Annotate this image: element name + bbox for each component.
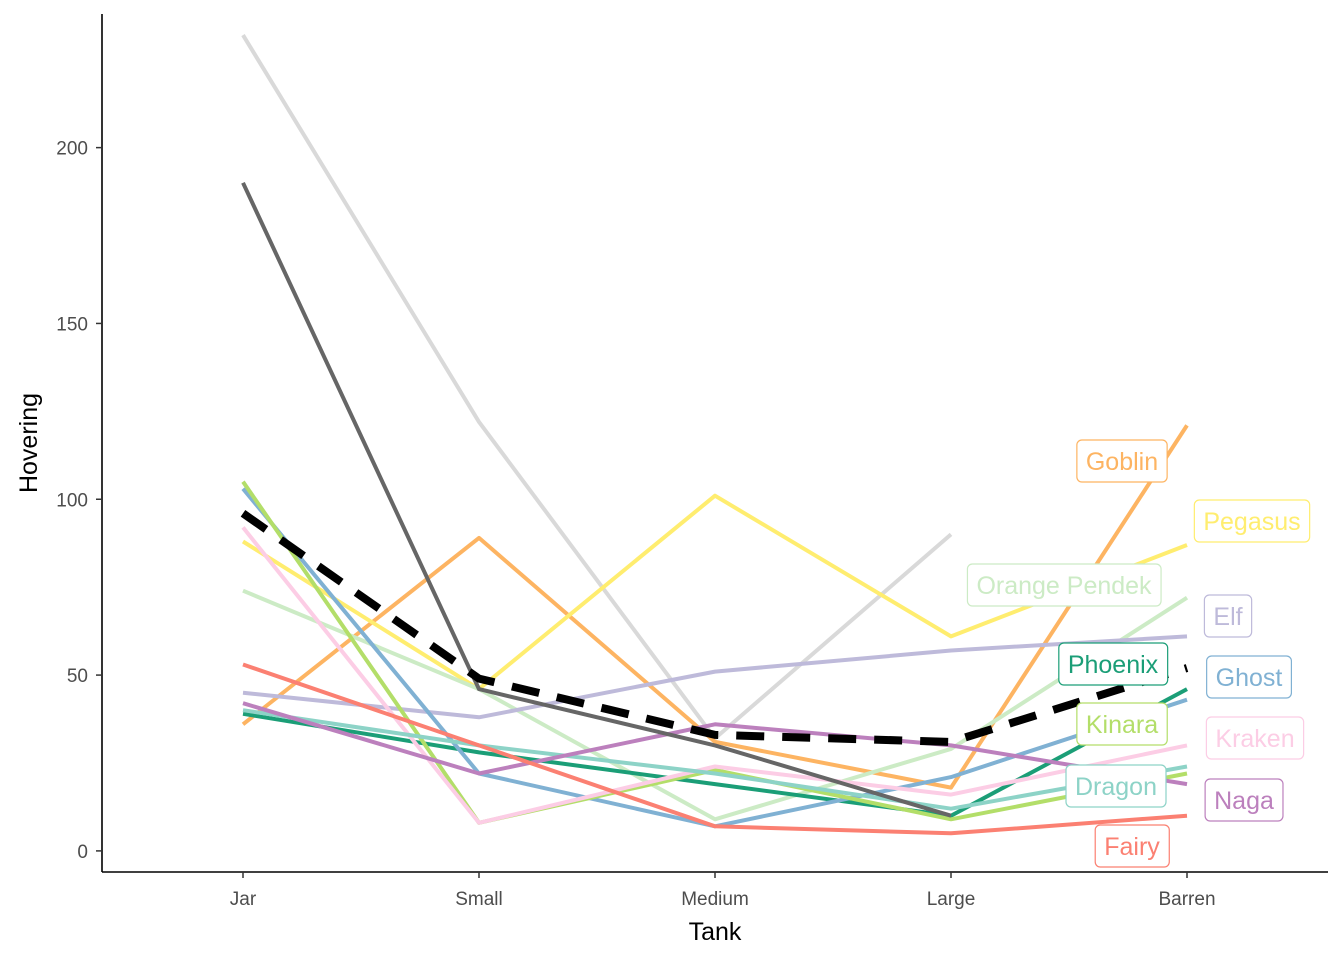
series-label-box: [1203, 594, 1253, 638]
series-label-text: Phoenix: [1068, 651, 1159, 679]
x-tick-label: Jar: [230, 889, 257, 910]
series-line-goblin: [241, 424, 1189, 790]
y-tick-label: 100: [56, 490, 88, 511]
x-tick-label: Medium: [681, 889, 749, 910]
series-label-orange-pendek: Orange Pendek: [966, 563, 1162, 607]
ticks: 0 50 100 150 200 Jar Small Medium Large Barren: [56, 139, 1215, 910]
series-label-box: [1076, 702, 1168, 746]
x-tick-label: Barren: [1158, 889, 1215, 910]
series-label-dragon: Dragon: [1065, 764, 1167, 808]
series-label-box: [1205, 716, 1305, 760]
series-line-dragon: [242, 708, 1188, 811]
series-line-naga: [242, 701, 1188, 787]
series-line-kraken: [241, 526, 1188, 825]
series-label-fairy: Fairy: [1094, 824, 1170, 868]
series-label-naga: Naga: [1204, 778, 1284, 822]
y-tick-label: 150: [56, 314, 88, 335]
series-label-box: [1206, 655, 1293, 699]
series-label-box: [1094, 824, 1170, 868]
x-tick-label: Small: [455, 889, 503, 910]
series-label-text: Ghost: [1216, 664, 1283, 692]
series-label-pegasus: Pegasus: [1193, 499, 1311, 543]
series-label-text: Naga: [1214, 787, 1274, 815]
series-label-elf: Elf: [1203, 594, 1253, 638]
series-line-unlabeled-0: [241, 34, 953, 741]
series-labels: Goblin Pegasus Orange Pendek Elf Phoenix Ghos…: [966, 439, 1311, 868]
series-label-box: [1058, 642, 1169, 686]
series-line-unlabeled-12: [241, 181, 952, 818]
series-label-box: [1076, 439, 1168, 483]
series-label-text: Pegasus: [1203, 508, 1300, 536]
x-tick-label: Large: [927, 889, 976, 910]
y-tick-label: 0: [77, 842, 88, 863]
series-label-phoenix: Phoenix: [1058, 642, 1169, 686]
series-label-box: [966, 563, 1162, 607]
series-label-text: Kinara: [1086, 711, 1158, 739]
series-line-kinara: [241, 480, 1188, 825]
series-label-kraken: Kraken: [1205, 716, 1305, 760]
y-tick-label: 50: [67, 666, 88, 687]
series-label-text: Fairy: [1104, 833, 1160, 861]
series-label-text: Goblin: [1086, 448, 1158, 476]
series-label-box: [1204, 778, 1284, 822]
plot-area: [240, 34, 1189, 836]
series-line-orange-pendek: [242, 588, 1189, 822]
series-label-box: [1065, 764, 1167, 808]
x-axis-title: Tank: [689, 918, 742, 946]
series-label-text: Dragon: [1075, 773, 1157, 801]
y-tick-label: 200: [56, 139, 88, 160]
series-line-phoenix: [242, 687, 1188, 818]
series-label-box: [1193, 499, 1311, 543]
series-label-ghost: Ghost: [1206, 655, 1293, 699]
series-label-text: Kraken: [1215, 725, 1294, 753]
series-label-text: Elf: [1213, 603, 1242, 631]
y-axis-title: Hovering: [15, 393, 43, 493]
series-line-unlabeled-13: [240, 510, 1189, 746]
series-line-fairy: [242, 662, 1188, 836]
series-label-goblin: Goblin: [1076, 439, 1168, 483]
series-label-text: Orange Pendek: [976, 572, 1152, 600]
series-label-kinara: Kinara: [1076, 702, 1168, 746]
